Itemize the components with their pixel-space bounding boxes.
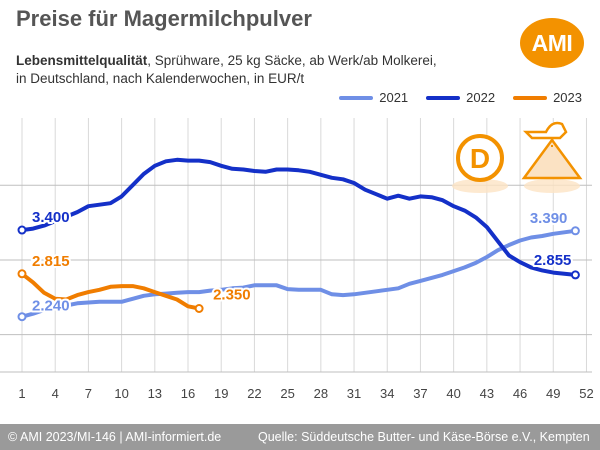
subtitle-bold: Lebensmittelqualität — [16, 53, 148, 68]
subtitle-line2: in Deutschland, nach Kalenderwochen, in … — [16, 71, 305, 86]
legend-item-2021: 2021 — [339, 90, 408, 105]
x-tick-label-40: 40 — [446, 386, 460, 401]
x-tick-label-43: 43 — [480, 386, 494, 401]
legend-item-2022: 2022 — [426, 90, 495, 105]
series-marker-2023-w1 — [17, 269, 27, 279]
x-tick-label-22: 22 — [247, 386, 261, 401]
data-label-halo-2021-w51: 3.390 — [530, 210, 568, 227]
footer: © AMI 2023/MI-146 | AMI-informiert.de Qu… — [0, 424, 600, 450]
chart-title: Preise für Magermilchpulver — [16, 6, 312, 31]
series-line-2023 — [20, 271, 202, 311]
data-label-halo-2021-w1: 2.240 — [32, 298, 70, 315]
x-tick-label-16: 16 — [181, 386, 195, 401]
x-axis-ticks: 1 4 7 10 13 16 19 22 25 28 31 34 37 40 43 46 49 52 — [18, 386, 593, 401]
decorative-icons: D — [452, 121, 583, 193]
x-tick-label-52: 52 — [579, 386, 593, 401]
data-label-halo-2023-w1: 2.815 — [32, 253, 70, 270]
data-label-2023-w1: 2.815 — [32, 253, 70, 270]
price-line-chart: 1 4 7 10 13 16 19 22 25 28 31 34 37 40 43 46 49 52 D 2.24… — [0, 118, 594, 401]
data-label-2022-w1: 3.400 — [32, 209, 70, 226]
x-tick-label-31: 31 — [347, 386, 361, 401]
footer-source: Quelle: Süddeutsche Butter- und Käse-Bör… — [258, 430, 590, 444]
x-tick-label-4: 4 — [52, 386, 59, 401]
country-badge-letter: D — [470, 143, 490, 174]
series-marker-2022-w51 — [570, 270, 580, 280]
legend-swatch-2021 — [339, 95, 374, 100]
series-marker-2022-w1 — [17, 225, 27, 235]
x-tick-label-19: 19 — [214, 386, 228, 401]
series-marker-2023-w17 — [194, 304, 204, 313]
data-label-2021-w1: 2.240 — [32, 298, 70, 315]
data-label-2021-w51: 3.390 — [530, 210, 568, 227]
series-layer — [17, 157, 580, 322]
data-label-halo-2023-w17: 2.350 — [213, 287, 251, 304]
data-label-halo-2022-w1: 3.400 — [32, 209, 70, 226]
x-tick-label-49: 49 — [546, 386, 560, 401]
data-label-2023-w17: 2.350 — [213, 287, 251, 304]
x-tick-label-34: 34 — [380, 386, 394, 401]
x-tick-label-25: 25 — [280, 386, 294, 401]
series-marker-2021-w51 — [570, 226, 580, 236]
data-label-halo-2022-w51: 2.855 — [534, 252, 572, 269]
chart-subtitle: Lebensmittelqualität, Sprühware, 25 kg S… — [16, 52, 486, 88]
x-tick-label-37: 37 — [413, 386, 427, 401]
legend-swatch-2022 — [426, 95, 461, 100]
germany-d-badge-icon: D — [452, 134, 508, 193]
legend: 2021 2022 2023 — [339, 90, 582, 105]
data-label-2022-w51: 2.855 — [534, 252, 572, 269]
series-marker-2021-w1 — [17, 312, 27, 322]
legend-label-2023: 2023 — [553, 90, 582, 105]
series-line-2021 — [20, 228, 578, 319]
x-tick-label-46: 46 — [513, 386, 527, 401]
legend-swatch-2023 — [513, 95, 548, 100]
x-tick-label-10: 10 — [114, 386, 128, 401]
legend-item-2023: 2023 — [513, 90, 582, 105]
x-tick-label-1: 1 — [18, 386, 25, 401]
ami-logo: AMI — [520, 18, 584, 68]
footer-copyright: © AMI 2023/MI-146 | AMI-informiert.de — [8, 430, 222, 444]
subtitle-rest: , Sprühware, 25 kg Säcke, ab Werk/ab Mol… — [147, 53, 437, 68]
data-labels: 2.2402.2403.3903.3903.4003.4002.8552.855… — [30, 207, 573, 317]
legend-label-2022: 2022 — [466, 90, 496, 105]
x-tick-label-13: 13 — [148, 386, 162, 401]
legend-label-2021: 2021 — [379, 90, 409, 105]
milk-powder-scoop-icon — [521, 121, 583, 193]
x-tick-label-28: 28 — [314, 386, 328, 401]
x-tick-label-7: 7 — [85, 386, 92, 401]
series-line-2022 — [20, 157, 578, 277]
